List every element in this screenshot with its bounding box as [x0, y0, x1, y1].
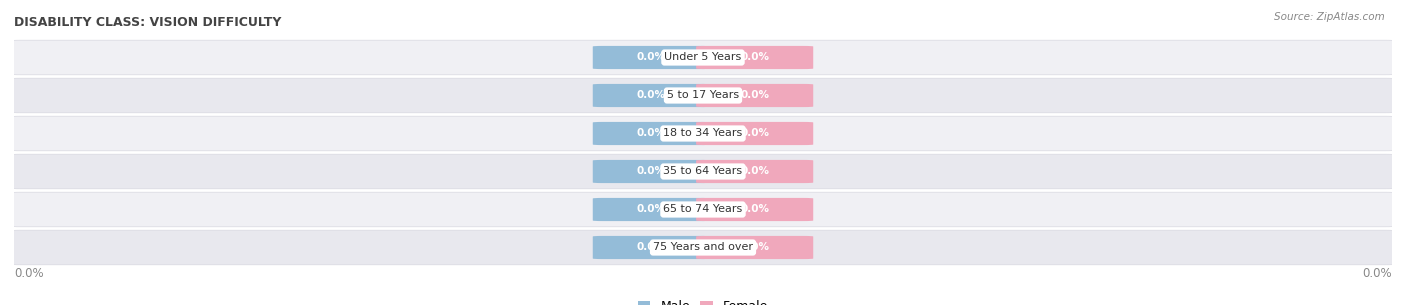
FancyBboxPatch shape — [11, 78, 1395, 113]
Text: Source: ZipAtlas.com: Source: ZipAtlas.com — [1274, 12, 1385, 22]
FancyBboxPatch shape — [696, 198, 813, 221]
FancyBboxPatch shape — [593, 46, 710, 69]
FancyBboxPatch shape — [696, 46, 813, 69]
Text: DISABILITY CLASS: VISION DIFFICULTY: DISABILITY CLASS: VISION DIFFICULTY — [14, 16, 281, 29]
Text: 0.0%: 0.0% — [637, 52, 666, 63]
FancyBboxPatch shape — [696, 236, 813, 259]
Text: 35 to 64 Years: 35 to 64 Years — [664, 167, 742, 177]
Text: 5 to 17 Years: 5 to 17 Years — [666, 91, 740, 101]
FancyBboxPatch shape — [11, 116, 1395, 151]
Text: 0.0%: 0.0% — [637, 167, 666, 177]
Text: 0.0%: 0.0% — [740, 128, 769, 138]
Text: 0.0%: 0.0% — [14, 267, 44, 280]
Text: 0.0%: 0.0% — [637, 204, 666, 214]
Text: 0.0%: 0.0% — [740, 52, 769, 63]
Text: Under 5 Years: Under 5 Years — [665, 52, 741, 63]
FancyBboxPatch shape — [696, 160, 813, 183]
Text: 0.0%: 0.0% — [740, 167, 769, 177]
Text: 18 to 34 Years: 18 to 34 Years — [664, 128, 742, 138]
Text: 75 Years and over: 75 Years and over — [652, 242, 754, 253]
FancyBboxPatch shape — [593, 84, 710, 107]
FancyBboxPatch shape — [11, 230, 1395, 265]
Text: 0.0%: 0.0% — [637, 128, 666, 138]
FancyBboxPatch shape — [593, 122, 710, 145]
FancyBboxPatch shape — [696, 84, 813, 107]
Text: 0.0%: 0.0% — [637, 91, 666, 101]
FancyBboxPatch shape — [593, 160, 710, 183]
Text: 0.0%: 0.0% — [740, 91, 769, 101]
Text: 0.0%: 0.0% — [637, 242, 666, 253]
FancyBboxPatch shape — [696, 122, 813, 145]
Text: 0.0%: 0.0% — [1362, 267, 1392, 280]
FancyBboxPatch shape — [11, 192, 1395, 227]
Text: 65 to 74 Years: 65 to 74 Years — [664, 204, 742, 214]
Legend: Male, Female: Male, Female — [638, 300, 768, 305]
Text: 0.0%: 0.0% — [740, 204, 769, 214]
Text: 0.0%: 0.0% — [740, 242, 769, 253]
FancyBboxPatch shape — [593, 236, 710, 259]
FancyBboxPatch shape — [593, 198, 710, 221]
FancyBboxPatch shape — [11, 154, 1395, 189]
FancyBboxPatch shape — [11, 40, 1395, 75]
